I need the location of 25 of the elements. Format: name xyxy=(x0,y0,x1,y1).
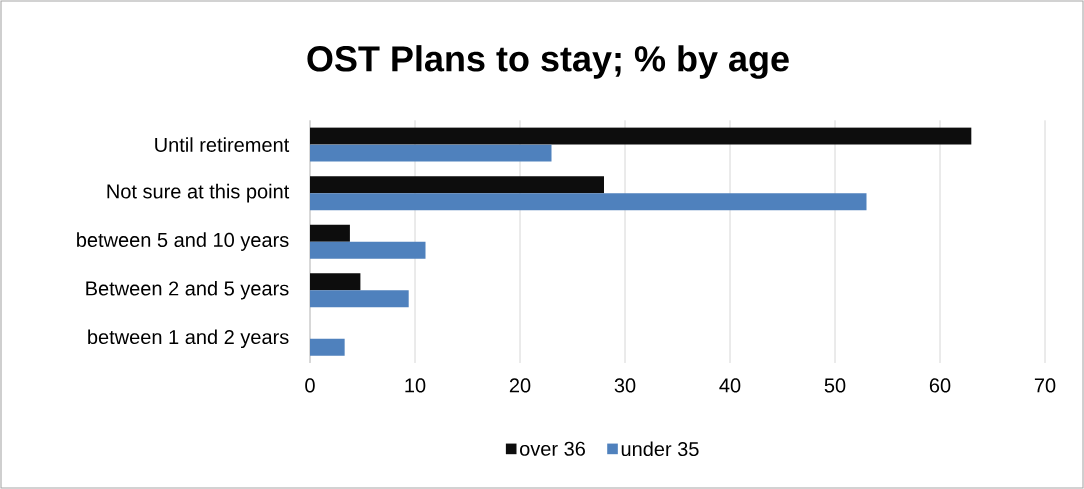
y-tick-label: between 5 and 10 years xyxy=(77,232,289,251)
legend-label: under 35 xyxy=(621,441,699,457)
x-tick-label: 50 xyxy=(824,378,846,393)
y-tick-label: Until retirement xyxy=(155,137,290,152)
bar xyxy=(310,290,409,308)
y-tick-label: Between 2 and 5 years xyxy=(86,280,289,300)
bar xyxy=(310,224,350,242)
bar xyxy=(310,176,604,194)
y-tick-label: between 1 and 2 years xyxy=(88,329,289,349)
x-tick-label: 0 xyxy=(305,378,315,393)
x-tick-label: 20 xyxy=(509,378,531,393)
bar xyxy=(310,273,361,291)
bar xyxy=(310,127,972,145)
y-tick-label: Not sure at this point xyxy=(107,183,290,203)
bar xyxy=(310,144,552,162)
bar xyxy=(310,241,426,259)
x-tick-label: 40 xyxy=(719,378,741,393)
legend-label: over 36 xyxy=(520,441,585,456)
x-tick-label: 70 xyxy=(1034,378,1056,393)
bar xyxy=(310,193,867,211)
x-tick-label: 10 xyxy=(405,378,426,393)
x-tick-label: 30 xyxy=(614,378,636,393)
bar xyxy=(310,338,345,356)
x-tick-label: 60 xyxy=(929,378,951,393)
chart-title: OST Plans to stay; % by age xyxy=(307,45,789,79)
